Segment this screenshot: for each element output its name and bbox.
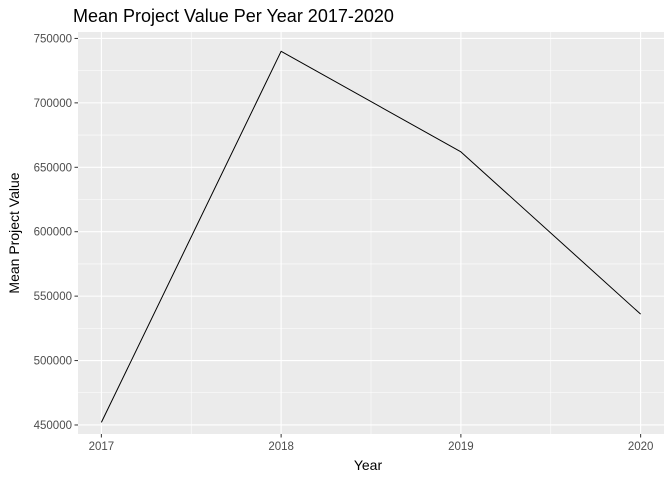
chart-title: Mean Project Value Per Year 2017-2020 xyxy=(73,6,394,26)
series-layer xyxy=(100,50,641,423)
y-axis-ticks: 450000 500000 550000 600000 650000 700000 7500… xyxy=(34,33,78,432)
y-tick-label: 700000 xyxy=(34,98,72,110)
series-line xyxy=(100,50,641,423)
y-tick-label: 550000 xyxy=(34,291,72,303)
y-tick-label: 450000 xyxy=(34,420,72,432)
y-tick-label: 600000 xyxy=(34,227,72,239)
y-axis-label: Mean Project Value xyxy=(6,172,22,293)
x-tick-label: 2017 xyxy=(89,441,115,453)
x-tick-label: 2020 xyxy=(628,441,654,453)
y-tick-label: 650000 xyxy=(34,162,72,174)
x-axis-label: Year xyxy=(354,457,383,473)
x-tick-label: 2018 xyxy=(268,441,294,453)
major-x-gridlines xyxy=(100,32,642,434)
major-y-gridlines xyxy=(78,37,664,426)
x-axis-ticks: 2017 2018 2019 2020 xyxy=(89,434,654,453)
x-tick-label: 2019 xyxy=(448,441,474,453)
y-tick-label: 750000 xyxy=(34,33,72,45)
y-tick-label: 500000 xyxy=(34,356,72,368)
